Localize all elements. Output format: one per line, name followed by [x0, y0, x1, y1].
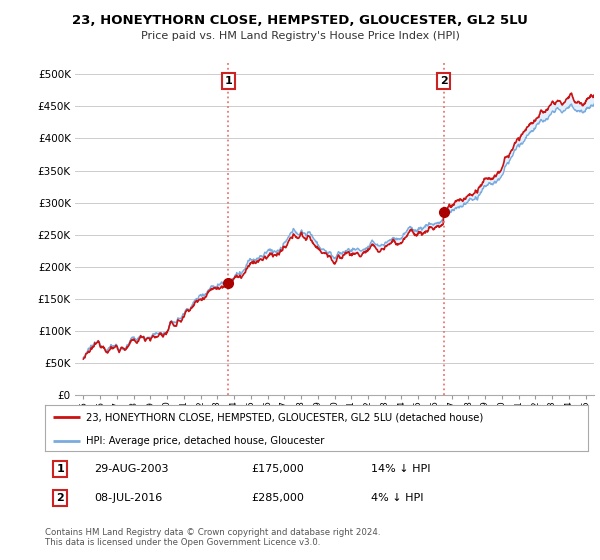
Text: 2: 2	[440, 76, 448, 86]
Text: £175,000: £175,000	[251, 464, 304, 474]
Text: 1: 1	[56, 464, 64, 474]
Text: 14% ↓ HPI: 14% ↓ HPI	[371, 464, 430, 474]
Text: 1: 1	[224, 76, 232, 86]
Text: Price paid vs. HM Land Registry's House Price Index (HPI): Price paid vs. HM Land Registry's House …	[140, 31, 460, 41]
Text: 23, HONEYTHORN CLOSE, HEMPSTED, GLOUCESTER, GL2 5LU: 23, HONEYTHORN CLOSE, HEMPSTED, GLOUCEST…	[72, 14, 528, 27]
Text: 4% ↓ HPI: 4% ↓ HPI	[371, 493, 424, 503]
Text: 2: 2	[56, 493, 64, 503]
Text: Contains HM Land Registry data © Crown copyright and database right 2024.
This d: Contains HM Land Registry data © Crown c…	[45, 528, 380, 547]
Text: 23, HONEYTHORN CLOSE, HEMPSTED, GLOUCESTER, GL2 5LU (detached house): 23, HONEYTHORN CLOSE, HEMPSTED, GLOUCEST…	[86, 412, 483, 422]
Text: 08-JUL-2016: 08-JUL-2016	[94, 493, 162, 503]
Text: HPI: Average price, detached house, Gloucester: HPI: Average price, detached house, Glou…	[86, 436, 324, 446]
Text: £285,000: £285,000	[251, 493, 304, 503]
Text: 29-AUG-2003: 29-AUG-2003	[94, 464, 169, 474]
